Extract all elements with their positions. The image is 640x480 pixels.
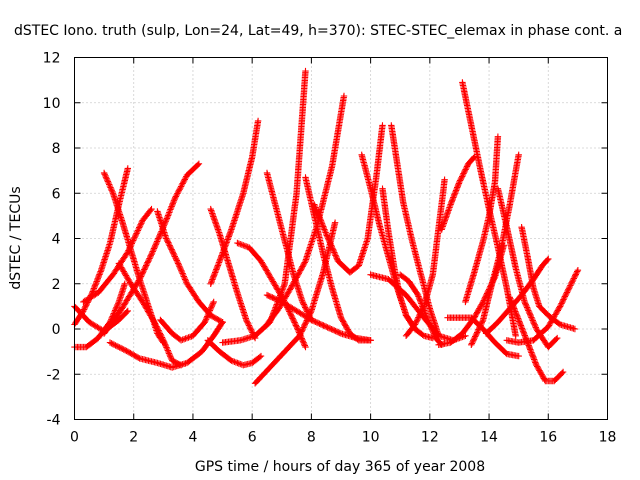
axis-ticks: 0 2 4 6 8 10 12 14 16 18 -4 -2 0 2 4 6 8 10 12 bbox=[43, 51, 617, 446]
x-tick-label: 18 bbox=[599, 430, 617, 446]
data-series bbox=[506, 294, 567, 385]
data-series bbox=[379, 185, 436, 342]
data-series bbox=[518, 224, 579, 333]
y-tick-label: 10 bbox=[43, 96, 61, 112]
data-series bbox=[100, 160, 203, 337]
y-tick-label: -2 bbox=[47, 367, 61, 383]
x-axis-label: GPS time / hours of day 365 of year 2008 bbox=[195, 459, 485, 475]
x-tick-label: 8 bbox=[307, 430, 316, 446]
y-tick-label: 6 bbox=[52, 186, 61, 202]
x-tick-label: 12 bbox=[421, 430, 439, 446]
series-markers bbox=[402, 176, 448, 339]
y-tick-label: 0 bbox=[52, 322, 61, 338]
data-series bbox=[207, 205, 259, 342]
data-series bbox=[207, 117, 262, 287]
series-markers bbox=[444, 314, 522, 360]
series-markers bbox=[263, 291, 374, 344]
data-series bbox=[462, 133, 502, 306]
x-tick-label: 6 bbox=[248, 430, 257, 446]
plot-marks bbox=[71, 67, 582, 387]
chart-title: dSTEC Iono. truth (sulp, Lon=24, Lat=49,… bbox=[14, 23, 622, 39]
series-markers bbox=[462, 133, 502, 306]
data-series bbox=[219, 67, 309, 346]
data-series bbox=[444, 314, 522, 360]
series-markers bbox=[251, 219, 339, 387]
y-tick-label: 8 bbox=[52, 141, 61, 157]
data-series bbox=[503, 267, 582, 346]
data-series bbox=[263, 169, 315, 324]
series-markers bbox=[388, 122, 442, 339]
series-markers bbox=[379, 185, 436, 342]
data-series bbox=[106, 319, 226, 371]
data-series bbox=[494, 185, 561, 351]
y-tick-label: 2 bbox=[52, 277, 61, 293]
x-tick-label: 10 bbox=[362, 430, 380, 446]
series-markers bbox=[438, 153, 478, 233]
series-markers bbox=[100, 160, 203, 337]
grid bbox=[74, 57, 608, 420]
series-markers bbox=[263, 169, 315, 324]
series-markers bbox=[503, 267, 582, 346]
data-series bbox=[388, 122, 442, 339]
y-tick-label: -4 bbox=[47, 413, 61, 429]
x-tick-label: 16 bbox=[539, 430, 557, 446]
x-tick-label: 14 bbox=[480, 430, 498, 446]
series-markers bbox=[207, 205, 259, 342]
series-markers bbox=[518, 224, 579, 333]
x-tick-label: 0 bbox=[70, 430, 79, 446]
series-markers bbox=[106, 319, 226, 371]
data-series bbox=[263, 291, 374, 344]
x-tick-label: 4 bbox=[188, 430, 197, 446]
series-markers bbox=[219, 67, 309, 346]
data-series bbox=[204, 337, 265, 369]
series-markers bbox=[157, 298, 217, 344]
data-series bbox=[80, 205, 155, 306]
x-tick-label: 2 bbox=[129, 430, 138, 446]
data-series bbox=[402, 176, 448, 339]
series-markers bbox=[204, 337, 265, 369]
series-markers bbox=[494, 185, 561, 351]
series-markers bbox=[506, 294, 567, 385]
series-markers bbox=[80, 205, 155, 306]
data-series bbox=[251, 219, 339, 387]
y-axis-label: dSTEC / TECUs bbox=[8, 186, 24, 289]
data-series bbox=[157, 298, 217, 344]
y-tick-label: 12 bbox=[43, 51, 61, 67]
y-tick-label: 4 bbox=[52, 232, 61, 248]
data-series bbox=[438, 153, 478, 233]
series-markers bbox=[207, 117, 262, 287]
